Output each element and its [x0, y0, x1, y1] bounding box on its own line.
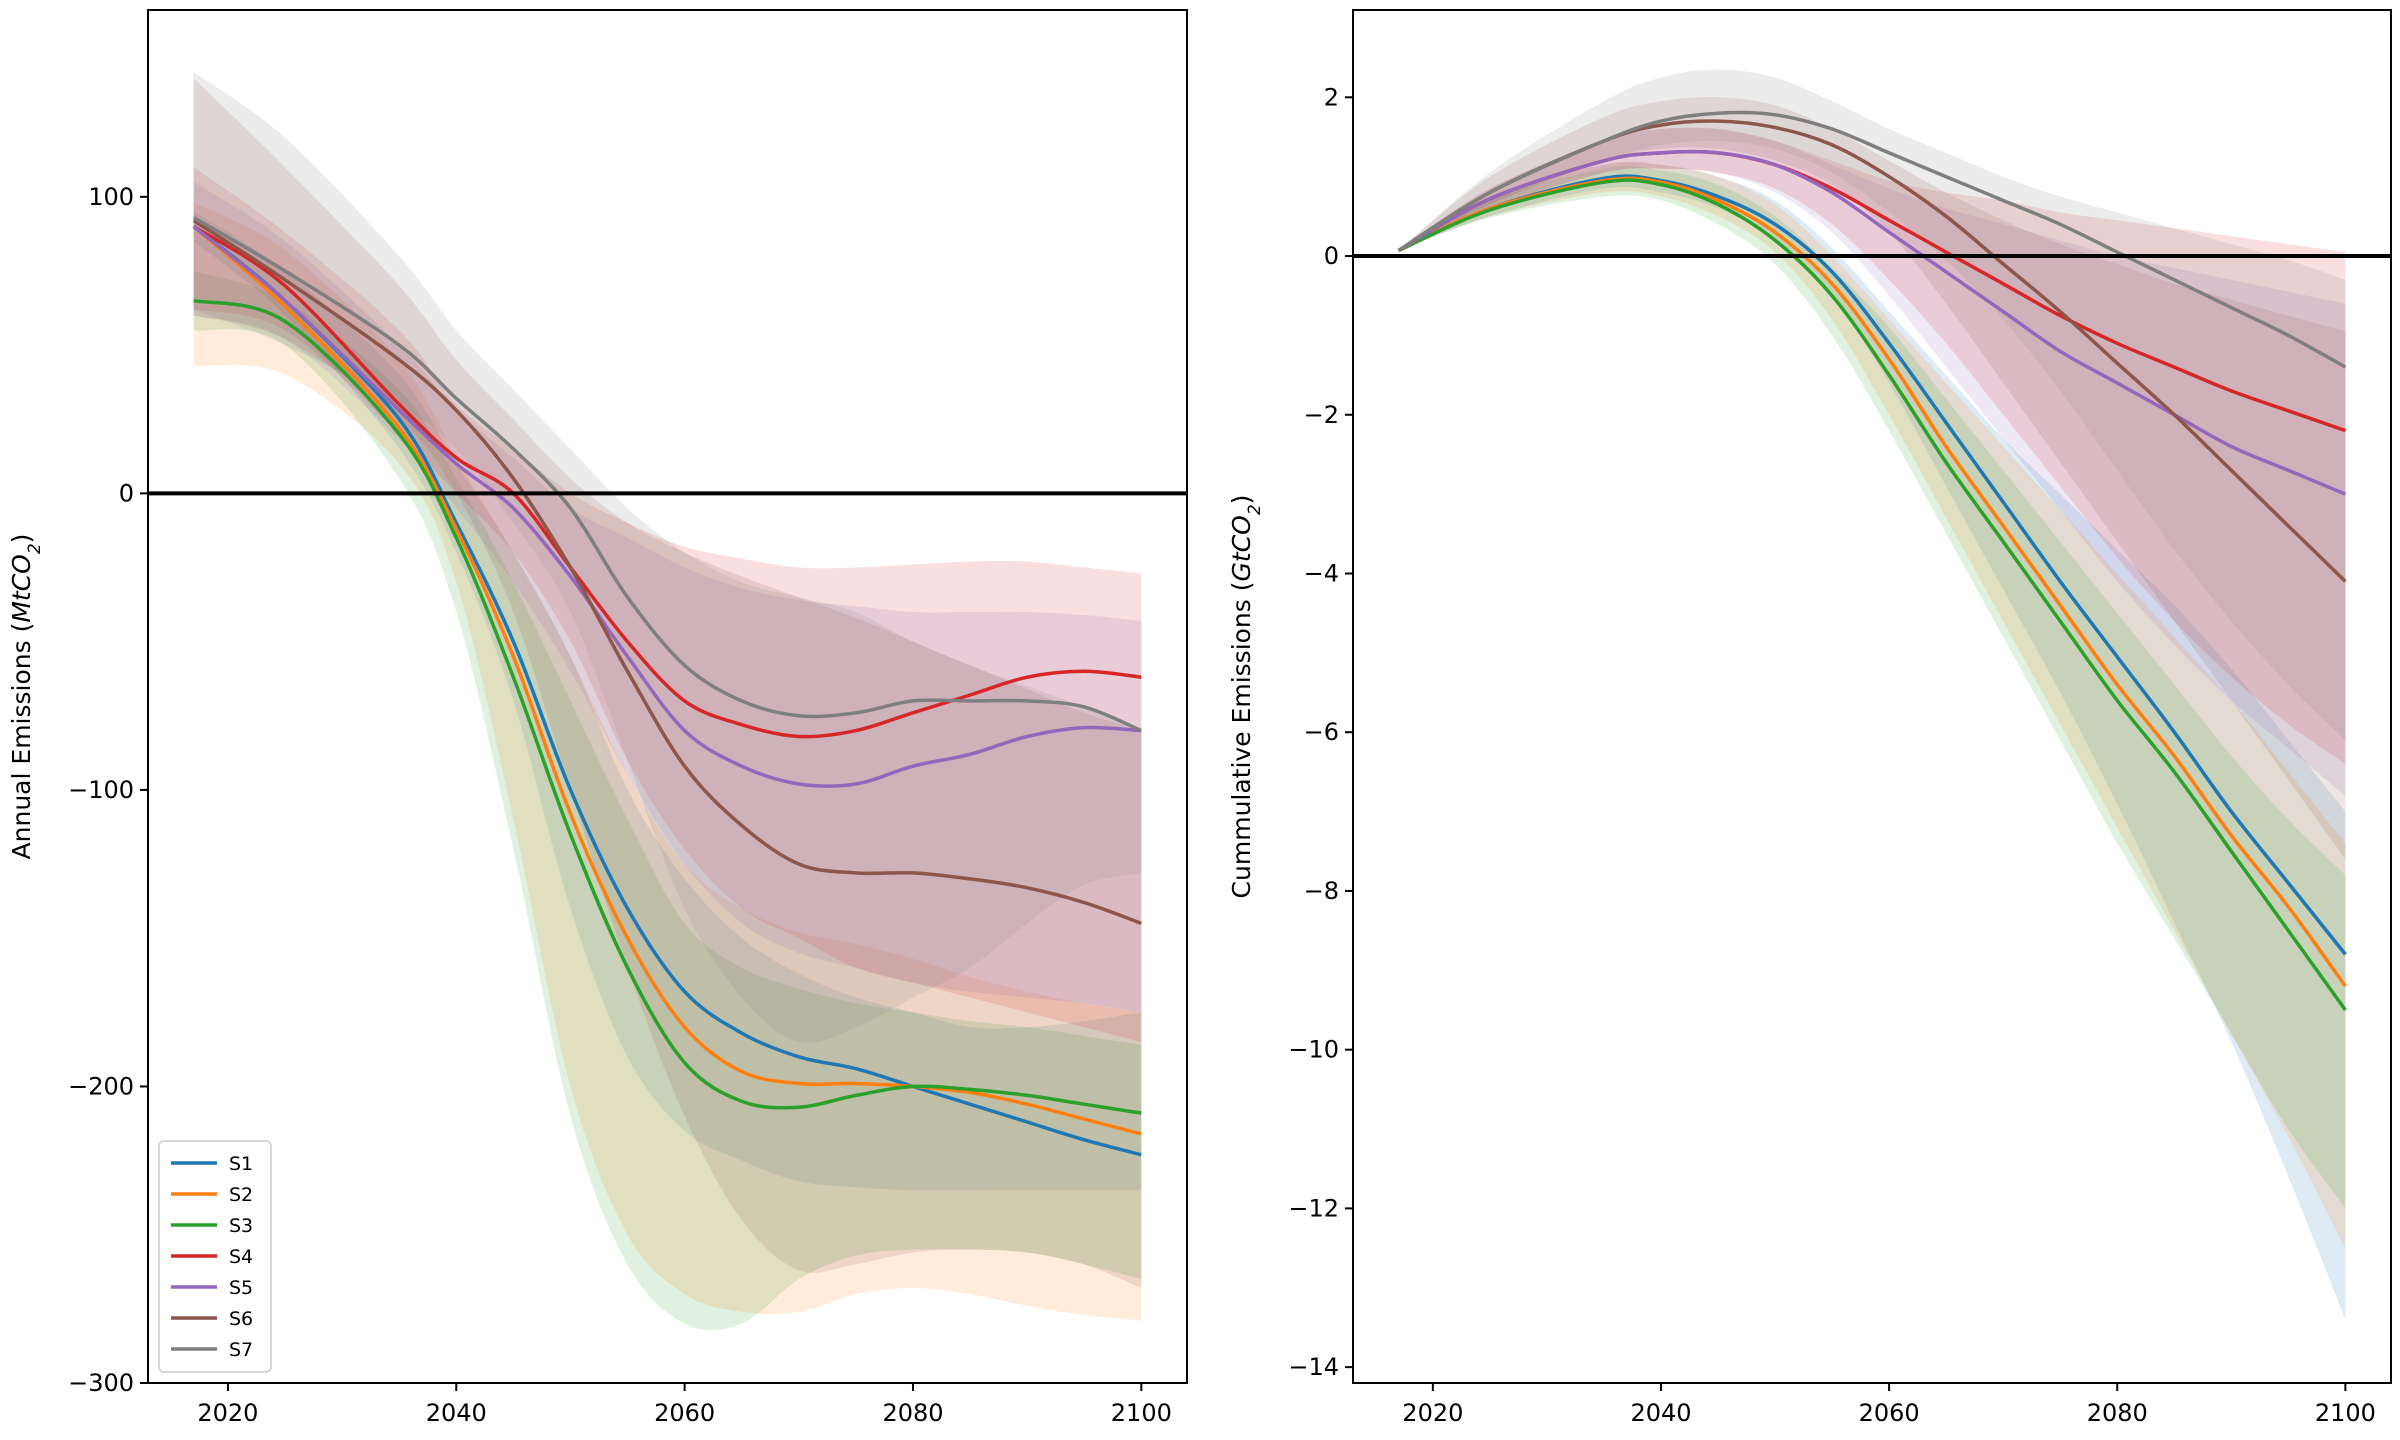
- legend-label-s2: S2: [229, 1184, 253, 1206]
- line-s6: [192, 219, 1142, 926]
- y-tick-label: −200: [68, 1072, 134, 1100]
- legend-label-s4: S4: [229, 1246, 253, 1268]
- x-tick-label: 2020: [1402, 1399, 1463, 1427]
- band-s6: [1398, 97, 2346, 860]
- y-tick-label: 0: [119, 479, 134, 507]
- y-tick-label: 0: [1324, 242, 1339, 270]
- y-axis-label-variable: MtCO: [7, 554, 36, 623]
- y-axis-label-variable: GtCO: [1227, 515, 1256, 581]
- x-axis-ticks: 2020 2040 2060 2080 2100: [197, 1383, 1172, 1427]
- band-s5: [1398, 127, 2346, 796]
- y-axis-label: Annual Emissions (MtCO2): [7, 534, 45, 860]
- y-axis-label-suffix: ): [1227, 495, 1256, 505]
- band-s4: [1398, 127, 2346, 764]
- y-axis-label-subscript: 2: [25, 543, 45, 554]
- legend: S1 S2 S3 S4 S5 S6 S7: [158, 1140, 272, 1373]
- y-tick-label: −6: [1304, 718, 1339, 746]
- y-tick-label: 2: [1324, 83, 1339, 111]
- y-tick-label: −10: [1288, 1036, 1339, 1064]
- x-tick-label: 2100: [2315, 1399, 2376, 1427]
- line-s4: [192, 225, 1142, 739]
- band-s7: [1398, 69, 2346, 741]
- legend-label-s5: S5: [229, 1277, 253, 1299]
- line-s1: [192, 225, 1142, 1157]
- y-tick-label: −100: [68, 776, 134, 804]
- y-tick-label: −12: [1288, 1194, 1339, 1222]
- legend-label-s1: S1: [229, 1153, 253, 1175]
- x-tick-label: 2040: [426, 1399, 487, 1427]
- y-tick-label: −4: [1304, 559, 1339, 587]
- band-s1: [1398, 161, 2346, 1320]
- y-axis-label-subscript: 2: [1245, 504, 1265, 515]
- line-s5: [192, 225, 1142, 788]
- y-tick-label: −300: [68, 1369, 134, 1397]
- y-axis-ticks: −300 −200 −100 0 100: [68, 183, 148, 1397]
- x-axis-ticks: 2020 2040 2060 2080 2100: [1402, 1383, 2376, 1427]
- legend-label-s3: S3: [229, 1215, 253, 1237]
- legend-label-s7: S7: [229, 1339, 253, 1361]
- cumulative-emissions-chart: 2020 2040 2060 2080 2100 −14 −12 −10 −8 −6 −4 −2 0 2…: [1227, 9, 2392, 1427]
- plot-area-frame: [1352, 9, 2392, 1384]
- legend-label-s6: S6: [229, 1308, 253, 1330]
- line-s5: [1397, 149, 2347, 496]
- y-axis-label-prefix: Cummulative Emissions (: [1227, 581, 1256, 898]
- x-tick-label: 2080: [882, 1399, 943, 1427]
- y-axis-label-suffix: ): [7, 534, 36, 544]
- y-axis-label-prefix: Annual Emissions (: [7, 623, 36, 860]
- y-tick-label: −14: [1288, 1353, 1339, 1381]
- x-tick-label: 2060: [1859, 1399, 1920, 1427]
- y-axis-label: Cummulative Emissions (GtCO2): [1227, 495, 1265, 899]
- series-lines: [1397, 110, 2347, 1012]
- x-tick-label: 2060: [654, 1399, 715, 1427]
- y-tick-label: −2: [1304, 401, 1339, 429]
- x-tick-label: 2100: [1111, 1399, 1172, 1427]
- line-s3: [1397, 178, 2347, 1012]
- band-s7: [193, 72, 1142, 1044]
- band-s1: [193, 211, 1142, 1191]
- annual-emissions-chart: 2020 2040 2060 2080 2100 −300 −200 −100 0 100 An…: [7, 9, 1188, 1427]
- line-s7: [192, 216, 1142, 733]
- line-s7: [1397, 110, 2347, 369]
- line-s1: [1397, 174, 2347, 956]
- plot-area-frame: [147, 9, 1188, 1384]
- band-s6: [193, 78, 1142, 1289]
- y-tick-label: −8: [1304, 877, 1339, 905]
- x-tick-label: 2080: [2087, 1399, 2148, 1427]
- y-axis-ticks: −14 −12 −10 −8 −6 −4 −2 0 2: [1288, 83, 1353, 1381]
- x-tick-label: 2040: [1630, 1399, 1691, 1427]
- band-s5: [193, 182, 1142, 1013]
- line-s3: [193, 298, 1142, 1115]
- series-lines: [192, 216, 1142, 1157]
- x-tick-label: 2020: [197, 1399, 258, 1427]
- y-tick-label: 100: [88, 183, 134, 211]
- line-s2: [192, 225, 1142, 1136]
- band-s3: [193, 271, 1142, 1331]
- band-s3: [1398, 166, 2346, 1209]
